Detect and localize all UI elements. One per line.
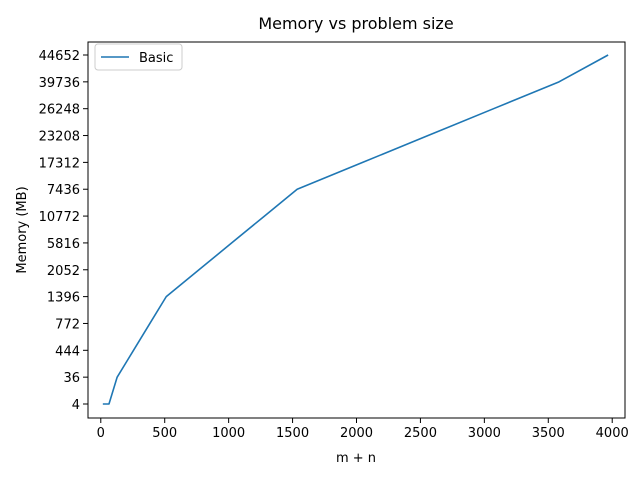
x-tick-label: 3000	[468, 426, 501, 441]
y-tick-label: 23208	[39, 130, 80, 145]
x-tick-label: 2500	[404, 426, 437, 441]
y-tick-label: 17312	[39, 156, 80, 171]
x-axis-ticks: 0 500 1000 1500 2000 2500 3000 3500 4000	[97, 418, 629, 441]
legend: Basic	[94, 43, 183, 71]
y-tick-label: 44652	[39, 49, 80, 64]
x-tick-label: 0	[97, 426, 105, 441]
y-tick-label: 39736	[39, 76, 80, 91]
y-tick-label: 10772	[39, 210, 80, 225]
y-tick-label: 7436	[47, 183, 80, 198]
y-tick-label: 5816	[47, 237, 80, 252]
y-axis-label: Memory (MB)	[15, 186, 30, 273]
x-tick-label: 1500	[276, 426, 309, 441]
x-tick-label: 2000	[340, 426, 373, 441]
y-axis-ticks: 4 36 444 772 1396 2052 5816 10772 7436 17312 23208…	[39, 49, 88, 413]
y-tick-label: 772	[55, 317, 80, 332]
y-tick-label: 36	[63, 371, 80, 386]
series-line-basic	[102, 54, 609, 405]
x-tick-label: 3500	[532, 426, 565, 441]
legend-box	[94, 43, 183, 71]
y-tick-label: 444	[55, 344, 80, 359]
y-tick-label: 2052	[47, 264, 80, 279]
chart-title: Memory vs problem size	[258, 14, 453, 33]
x-tick-label: 4000	[596, 426, 629, 441]
series-layer	[102, 54, 609, 405]
x-axis-label: m + n	[336, 451, 376, 466]
y-tick-label: 4	[72, 398, 80, 413]
y-tick-label: 1396	[47, 291, 80, 306]
y-tick-label: 26248	[39, 103, 80, 118]
legend-label-basic: Basic	[139, 51, 173, 66]
x-tick-label: 500	[152, 426, 177, 441]
plot-area-frame	[87, 41, 626, 419]
x-tick-label: 1000	[212, 426, 245, 441]
